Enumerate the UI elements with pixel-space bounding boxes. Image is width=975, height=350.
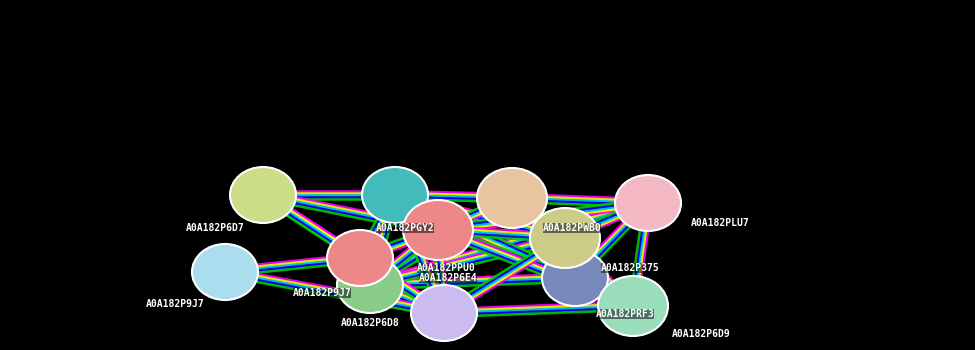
Text: A0A182P6E4: A0A182P6E4 <box>418 273 478 283</box>
Ellipse shape <box>598 276 668 336</box>
Text: A0A182P6D7: A0A182P6D7 <box>185 223 245 233</box>
Ellipse shape <box>403 200 473 260</box>
Text: A0A182P375: A0A182P375 <box>601 263 659 273</box>
Ellipse shape <box>477 168 547 228</box>
Text: A0A182P6D9: A0A182P6D9 <box>672 329 730 339</box>
Text: A0A182PLU7: A0A182PLU7 <box>690 218 750 228</box>
Text: A0A182PWB0: A0A182PWB0 <box>543 223 602 233</box>
Ellipse shape <box>542 250 608 306</box>
Ellipse shape <box>615 175 681 231</box>
Ellipse shape <box>230 167 296 223</box>
Ellipse shape <box>411 285 477 341</box>
Text: A0A182PRF3: A0A182PRF3 <box>596 309 654 319</box>
Text: A0A182PGY2: A0A182PGY2 <box>375 223 435 233</box>
Ellipse shape <box>337 257 403 313</box>
Text: A0A182P9J7: A0A182P9J7 <box>292 288 351 298</box>
Text: A0A182PPU0: A0A182PPU0 <box>416 263 476 273</box>
Ellipse shape <box>192 244 258 300</box>
Text: A0A182P6D8: A0A182P6D8 <box>340 318 400 328</box>
Ellipse shape <box>327 230 393 286</box>
Ellipse shape <box>530 208 600 268</box>
Text: A0A182P9J7: A0A182P9J7 <box>145 299 205 309</box>
Ellipse shape <box>362 167 428 223</box>
